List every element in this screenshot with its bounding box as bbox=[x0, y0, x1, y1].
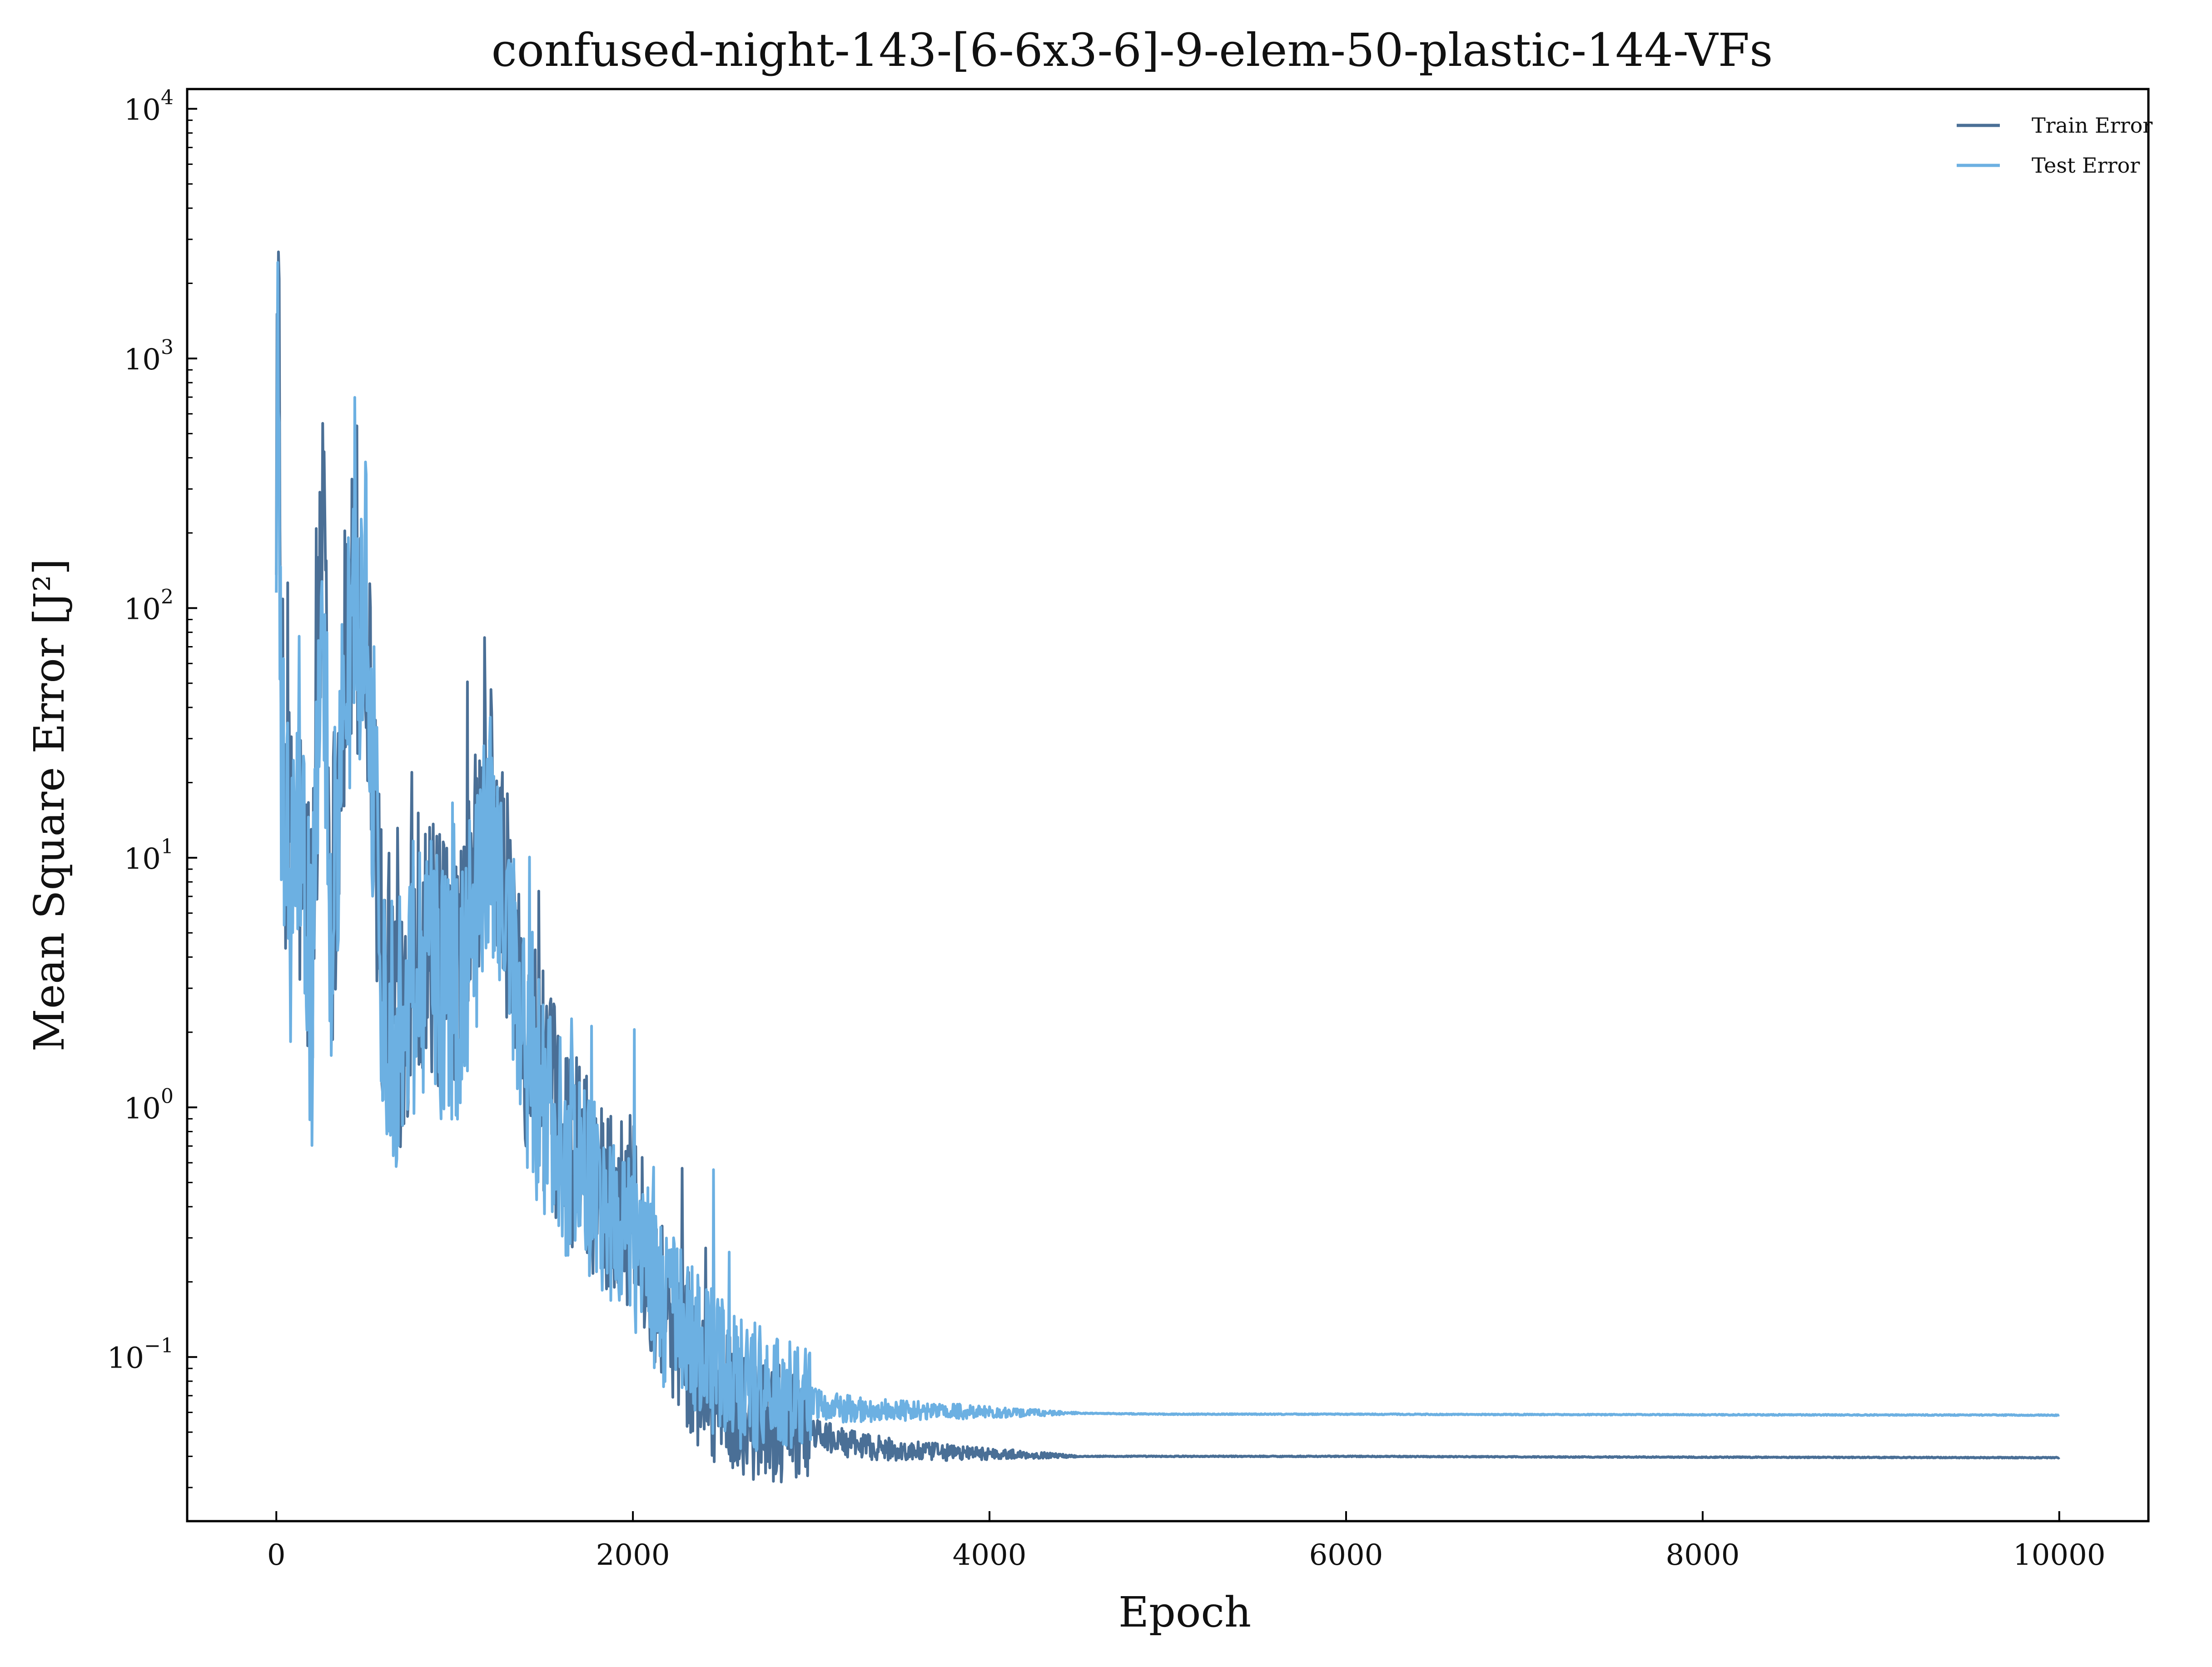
y-tick-label: 101 bbox=[124, 835, 174, 876]
legend-label-train: Train Error bbox=[2032, 113, 2152, 138]
x-axis: 0 2000 4000 6000 8000 10000 bbox=[267, 1511, 2106, 1572]
y-axis: 10−1 100 101 102 103 104 bbox=[107, 86, 197, 1488]
legend-label-test: Test Error bbox=[2032, 153, 2140, 178]
y-tick-label: 10−1 bbox=[107, 1334, 174, 1375]
x-tick-label: 6000 bbox=[1309, 1538, 1383, 1572]
y-tick-label: 100 bbox=[124, 1085, 174, 1125]
y-axis-label: Mean Square Error [J²] bbox=[25, 559, 74, 1052]
x-tick-label: 2000 bbox=[596, 1538, 670, 1572]
y-tick-label: 103 bbox=[124, 336, 174, 377]
x-axis-label: Epoch bbox=[1118, 1588, 1251, 1637]
x-tick-label: 8000 bbox=[1665, 1538, 1740, 1572]
series-layer bbox=[275, 250, 2060, 1483]
x-tick-label: 4000 bbox=[953, 1538, 1027, 1572]
legend: Train Error Test Error bbox=[1957, 113, 2152, 178]
x-tick-label: 10000 bbox=[2013, 1538, 2106, 1572]
y-tick-label: 102 bbox=[124, 585, 174, 626]
series-line-test bbox=[275, 261, 2060, 1452]
chart-title: confused-night-143-[6-6x3-6]-9-elem-50-p… bbox=[492, 24, 1773, 77]
x-tick-label: 0 bbox=[267, 1538, 286, 1572]
plot-frame bbox=[186, 88, 2150, 1523]
y-tick-label: 104 bbox=[124, 86, 174, 127]
series-line-train bbox=[275, 250, 2060, 1483]
